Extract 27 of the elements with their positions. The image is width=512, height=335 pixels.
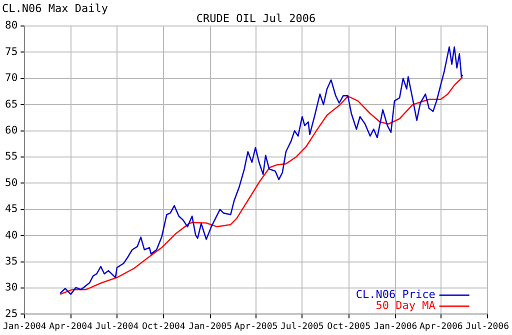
chart-subtitle: CL.N06 Max Daily [2, 2, 108, 15]
x-tick-label: Oct-2004 [142, 322, 186, 332]
x-tick-label: Apr-2006 [419, 322, 463, 332]
y-tick-label: 70 [5, 72, 18, 84]
y-tick-label: 40 [5, 229, 18, 242]
x-tick-label: Jan-2006 [374, 322, 418, 332]
y-tick-label: 65 [5, 98, 18, 110]
x-tick-label: Apr-2005 [234, 322, 278, 332]
x-tick-label: Jul-2005 [280, 322, 324, 332]
legend-label: 50 Day MA [376, 299, 436, 312]
x-tick-label: Jan-2005 [188, 322, 232, 332]
legend-label: CL.N06 Price [356, 288, 436, 302]
y-tick-label: 25 [5, 308, 18, 320]
y-tick-label: 75 [5, 46, 18, 58]
x-tick-label: Apr-2004 [49, 322, 93, 332]
y-tick-label: 45 [5, 203, 18, 216]
x-tick-label: Oct-2005 [327, 322, 371, 332]
y-tick-label: 50 [5, 176, 18, 189]
x-tick-label: Jul-2006 [466, 322, 510, 332]
y-tick-label: 35 [5, 256, 18, 268]
x-tick-label: Jan-2004 [2, 322, 46, 332]
y-tick-label: 30 [5, 282, 18, 294]
y-tick-label: 80 [5, 20, 18, 32]
y-tick-label: 55 [5, 150, 18, 163]
y-tick-label: 60 [5, 124, 18, 137]
x-tick-label: Jul-2004 [95, 322, 139, 332]
chart-title: CRUDE OIL Jul 2006 [196, 12, 316, 25]
